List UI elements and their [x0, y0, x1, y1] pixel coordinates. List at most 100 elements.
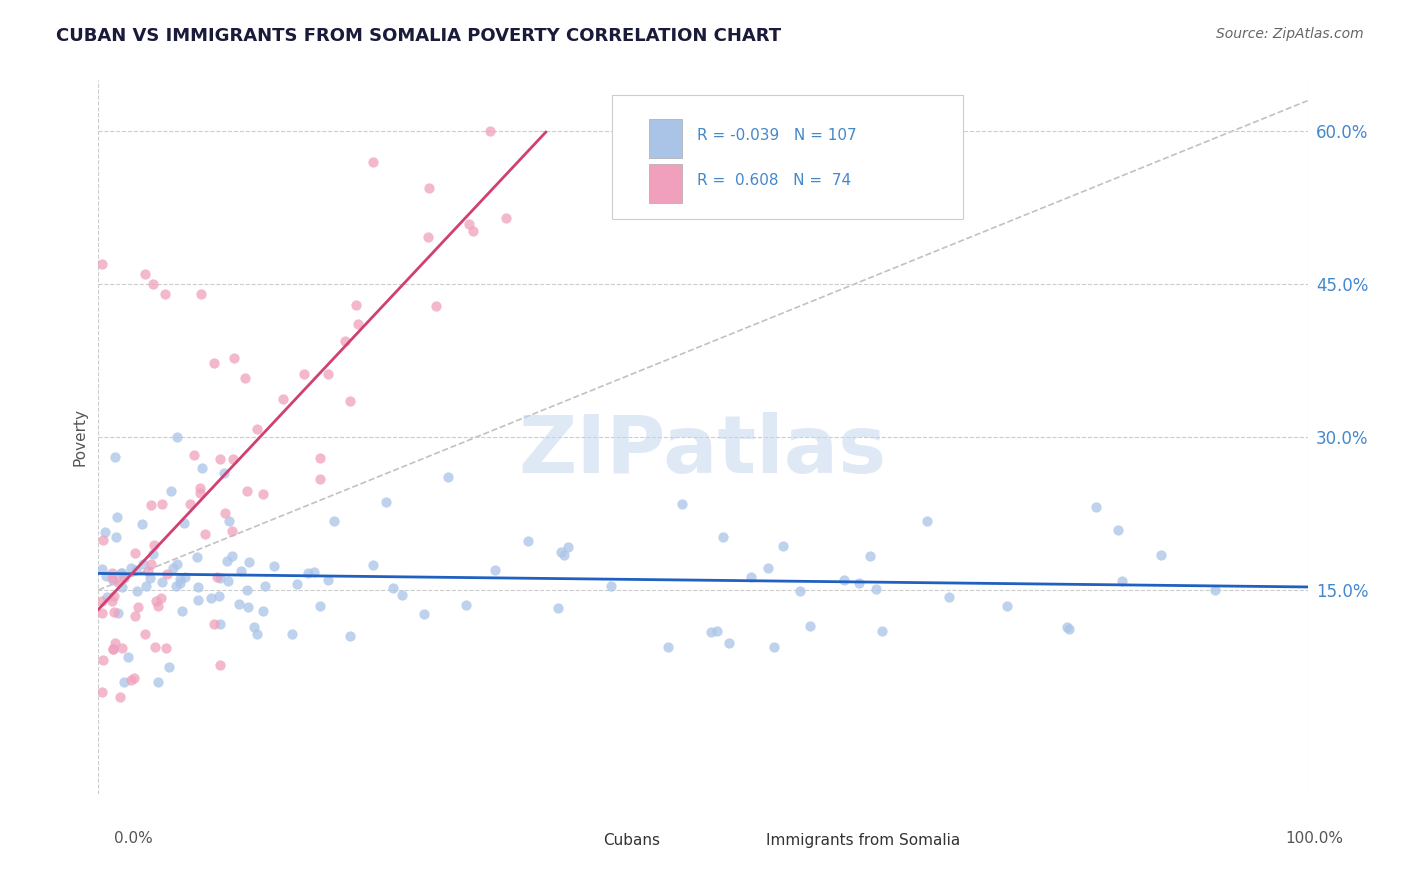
Point — [553, 548, 575, 562]
Point — [112, 571, 135, 585]
Point — [202, 356, 225, 370]
Point — [127, 583, 149, 598]
Point — [103, 642, 125, 657]
Point — [547, 601, 569, 615]
Point — [91, 685, 114, 699]
Point — [323, 514, 346, 528]
Point — [169, 572, 191, 586]
Point — [344, 297, 367, 311]
Point — [124, 545, 146, 559]
Point — [94, 524, 117, 539]
Point — [454, 598, 477, 612]
Point — [246, 627, 269, 641]
Point — [243, 620, 266, 634]
Point — [1204, 583, 1226, 598]
Point — [374, 494, 396, 508]
Point — [995, 599, 1018, 613]
Point — [1111, 574, 1133, 588]
Point — [187, 592, 209, 607]
Point — [202, 616, 225, 631]
Point — [285, 576, 308, 591]
Point — [150, 591, 173, 605]
Point — [304, 565, 326, 579]
Point — [142, 538, 165, 552]
Point — [1107, 524, 1129, 538]
Point — [143, 640, 166, 655]
Bar — [648, 120, 682, 159]
Point — [91, 594, 114, 608]
Point — [131, 517, 153, 532]
Point — [150, 497, 173, 511]
Point — [214, 506, 236, 520]
Point — [425, 299, 447, 313]
Point — [221, 549, 243, 563]
Point — [124, 608, 146, 623]
Point — [740, 570, 762, 584]
Point — [191, 460, 214, 475]
Point — [458, 217, 481, 231]
Point — [799, 618, 821, 632]
Point — [208, 589, 231, 603]
Point — [166, 430, 188, 444]
Point — [157, 659, 180, 673]
Point — [224, 351, 246, 365]
Point — [235, 484, 257, 499]
Point — [412, 607, 434, 621]
Point — [153, 287, 176, 301]
Point — [122, 671, 145, 685]
Point — [111, 566, 134, 580]
Point — [858, 549, 880, 564]
Point — [236, 582, 259, 597]
Point — [188, 486, 211, 500]
Point — [101, 574, 124, 588]
Point — [717, 636, 740, 650]
Point — [309, 599, 332, 613]
Point — [91, 653, 114, 667]
Point — [222, 452, 245, 467]
Point — [870, 624, 893, 638]
Text: ZIPatlas: ZIPatlas — [519, 412, 887, 491]
Point — [382, 581, 405, 595]
Point — [104, 450, 127, 465]
Point — [135, 579, 157, 593]
Bar — [648, 164, 682, 203]
Point — [938, 591, 960, 605]
Point — [1057, 622, 1080, 636]
Point — [104, 636, 127, 650]
Bar — [727, 826, 754, 858]
Point — [107, 575, 129, 590]
Point — [1056, 620, 1078, 634]
Point — [221, 524, 243, 538]
Point — [100, 571, 122, 585]
Point — [101, 641, 124, 656]
Point — [103, 589, 125, 603]
Point — [600, 579, 623, 593]
Point — [165, 579, 187, 593]
Point — [252, 603, 274, 617]
Point — [209, 616, 232, 631]
Point — [478, 124, 501, 138]
Text: R =  0.608   N =  74: R = 0.608 N = 74 — [697, 173, 851, 187]
Point — [96, 590, 118, 604]
Point — [706, 624, 728, 638]
Point — [141, 498, 163, 512]
Text: Immigrants from Somalia: Immigrants from Somalia — [766, 833, 960, 848]
Point — [316, 573, 339, 587]
Point — [91, 257, 114, 271]
Point — [217, 574, 239, 588]
Text: CUBAN VS IMMIGRANTS FROM SOMALIA POVERTY CORRELATION CHART: CUBAN VS IMMIGRANTS FROM SOMALIA POVERTY… — [56, 27, 782, 45]
Point — [848, 575, 870, 590]
Point — [101, 594, 124, 608]
Point — [772, 540, 794, 554]
Text: Source: ZipAtlas.com: Source: ZipAtlas.com — [1216, 27, 1364, 41]
Point — [756, 561, 779, 575]
Point — [110, 566, 132, 581]
Point — [238, 555, 260, 569]
Point — [186, 550, 208, 565]
Point — [235, 370, 257, 384]
Point — [333, 334, 356, 348]
Point — [179, 497, 201, 511]
Point — [557, 540, 579, 554]
Point — [550, 545, 572, 559]
Point — [170, 604, 193, 618]
